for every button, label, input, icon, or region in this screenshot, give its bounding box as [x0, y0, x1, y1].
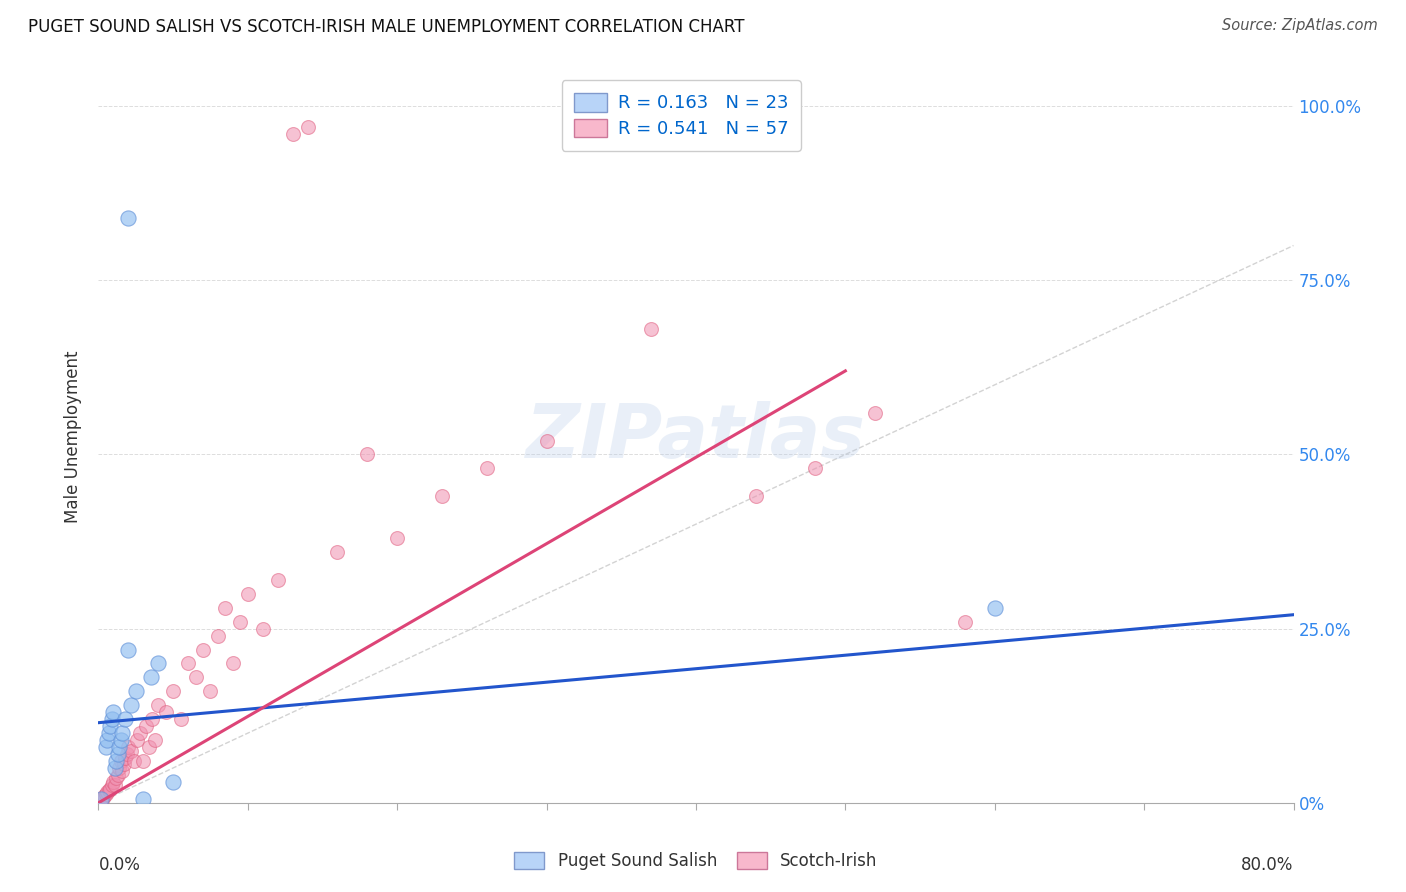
Point [135, 719, 157, 733]
Point [865, 406, 887, 420]
Point [141, 712, 163, 726]
Point [124, 754, 146, 768]
Point [104, 761, 127, 775]
Text: 0.0%: 0.0% [98, 856, 141, 874]
Legend: Puget Sound Salish, Scotch-Irish: Puget Sound Salish, Scotch-Irish [506, 844, 886, 879]
Point [155, 705, 177, 719]
Point [139, 670, 162, 684]
Point [252, 622, 274, 636]
Point [105, 772, 128, 786]
Point [475, 461, 498, 475]
Point [120, 743, 142, 757]
Point [385, 531, 409, 545]
Point [200, 684, 222, 698]
Point [120, 698, 142, 713]
Point [267, 573, 290, 587]
Point [127, 733, 149, 747]
Text: PUGET SOUND SALISH VS SCOTCH-IRISH MALE UNEMPLOYMENT CORRELATION CHART: PUGET SOUND SALISH VS SCOTCH-IRISH MALE … [28, 18, 745, 36]
Point [281, 127, 304, 141]
Point [111, 726, 134, 740]
Point [148, 657, 170, 671]
Point [91, 791, 114, 805]
Point [105, 754, 128, 768]
Point [640, 322, 662, 336]
Point [107, 747, 129, 761]
Point [101, 778, 124, 792]
Point [93, 789, 115, 803]
Point [117, 740, 139, 755]
Point [94, 740, 117, 755]
Point [115, 747, 138, 761]
Text: ZIPatlas: ZIPatlas [526, 401, 866, 474]
Point [162, 684, 184, 698]
Point [111, 764, 134, 779]
Point [214, 600, 236, 615]
Point [97, 726, 120, 740]
Y-axis label: Male Unemployment: Male Unemployment [65, 351, 83, 524]
Point [107, 768, 129, 782]
Point [97, 783, 120, 797]
Point [138, 740, 160, 755]
Point [132, 792, 155, 806]
Point [110, 733, 132, 747]
Point [112, 757, 135, 772]
Point [297, 120, 319, 134]
Point [96, 733, 118, 747]
Point [100, 719, 122, 733]
Point [104, 778, 127, 792]
Point [90, 792, 112, 806]
Point [184, 670, 207, 684]
Point [108, 761, 131, 775]
Point [326, 545, 349, 559]
Point [117, 642, 139, 657]
Point [745, 489, 768, 503]
Point [177, 657, 200, 671]
Point [117, 211, 139, 225]
Point [108, 740, 131, 755]
Point [162, 775, 184, 789]
Point [984, 600, 1007, 615]
Point [103, 705, 125, 719]
Point [222, 657, 245, 671]
Point [110, 754, 132, 768]
Point [114, 750, 136, 764]
Point [103, 775, 125, 789]
Point [96, 785, 118, 799]
Point [953, 615, 976, 629]
Text: 80.0%: 80.0% [1241, 856, 1294, 874]
Point [101, 712, 124, 726]
Point [129, 726, 152, 740]
Point [94, 788, 117, 802]
Point [356, 448, 378, 462]
Point [143, 733, 166, 747]
Point [132, 754, 155, 768]
Point [125, 684, 148, 698]
Point [169, 712, 191, 726]
Point [207, 629, 229, 643]
Point [100, 781, 122, 796]
Point [430, 489, 453, 503]
Point [148, 698, 170, 713]
Point [536, 434, 558, 448]
Point [236, 587, 259, 601]
Point [89, 794, 111, 808]
Point [114, 712, 136, 726]
Text: Source: ZipAtlas.com: Source: ZipAtlas.com [1222, 18, 1378, 33]
Point [229, 615, 252, 629]
Point [90, 792, 112, 806]
Point [191, 642, 214, 657]
Point [804, 461, 827, 475]
